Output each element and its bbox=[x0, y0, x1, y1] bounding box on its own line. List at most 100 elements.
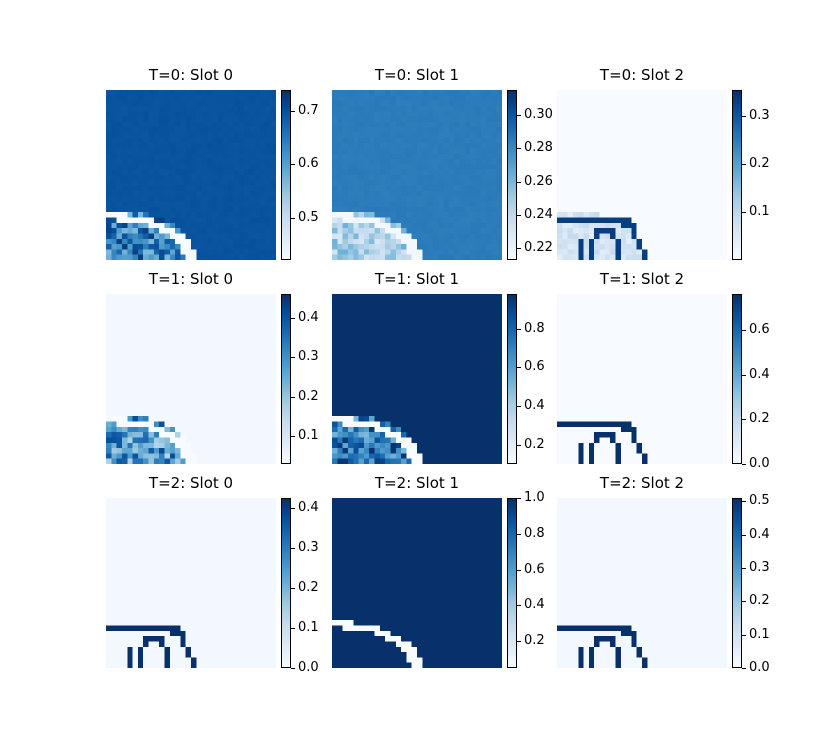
colorbar-tick bbox=[742, 501, 746, 502]
colorbar bbox=[507, 90, 517, 260]
colorbar-tick bbox=[517, 148, 521, 149]
colorbar-tick bbox=[742, 635, 746, 636]
colorbar-tick-label: 0.7 bbox=[298, 103, 319, 118]
colorbar-tick-label: 0.4 bbox=[749, 527, 770, 542]
heatmap-image bbox=[106, 294, 276, 464]
colorbar-tick-label: 0.2 bbox=[298, 389, 319, 404]
colorbar bbox=[281, 294, 291, 464]
colorbar-tick bbox=[742, 212, 746, 213]
colorbar-tick-label: 0.0 bbox=[749, 456, 770, 471]
colorbar-tick-label: 0.1 bbox=[749, 627, 770, 642]
colorbar-tick bbox=[742, 375, 746, 376]
panel-title: T=0: Slot 2 bbox=[599, 66, 685, 84]
heatmap-image bbox=[106, 498, 276, 668]
colorbar bbox=[732, 498, 742, 668]
colorbar-tick-label: 0.24 bbox=[524, 207, 553, 222]
colorbar-tick bbox=[291, 397, 295, 398]
colorbar-tick bbox=[291, 588, 295, 589]
colorbar bbox=[732, 294, 742, 464]
colorbar-tick-label: 0.28 bbox=[524, 140, 553, 155]
panel-title: T=0: Slot 0 bbox=[148, 66, 234, 84]
colorbar-tick bbox=[291, 436, 295, 437]
colorbar-tick-label: 0.1 bbox=[749, 204, 770, 219]
panel-title: T=2: Slot 1 bbox=[374, 474, 460, 492]
colorbar-tick-label: 0.5 bbox=[298, 210, 319, 225]
colorbar-tick bbox=[291, 318, 295, 319]
colorbar-tick-label: 0.3 bbox=[298, 349, 319, 364]
panel-title: T=2: Slot 2 bbox=[599, 474, 685, 492]
colorbar-tick-label: 0.2 bbox=[524, 437, 545, 452]
colorbar-tick-label: 0.4 bbox=[749, 367, 770, 382]
colorbar-tick bbox=[742, 164, 746, 165]
colorbar-tick bbox=[742, 668, 746, 669]
colorbar-tick-label: 1.0 bbox=[524, 490, 545, 505]
colorbar-tick bbox=[517, 115, 521, 116]
heatmap-image bbox=[557, 294, 727, 464]
colorbar-tick-label: 0.30 bbox=[524, 107, 553, 122]
colorbar-tick-label: 0.3 bbox=[298, 540, 319, 555]
colorbar-tick bbox=[291, 508, 295, 509]
colorbar bbox=[281, 90, 291, 260]
colorbar-tick bbox=[291, 111, 295, 112]
heatmap-image bbox=[557, 498, 727, 668]
colorbar-tick bbox=[742, 535, 746, 536]
heatmap-image bbox=[106, 90, 276, 260]
colorbar bbox=[732, 90, 742, 260]
colorbar-tick bbox=[517, 445, 521, 446]
colorbar-tick-label: 0.2 bbox=[524, 633, 545, 648]
colorbar-tick bbox=[742, 601, 746, 602]
colorbar-tick-label: 0.2 bbox=[298, 580, 319, 595]
colorbar-tick bbox=[517, 367, 521, 368]
colorbar-tick-label: 0.6 bbox=[298, 156, 319, 171]
colorbar-tick-label: 0.2 bbox=[749, 411, 770, 426]
colorbar-tick-label: 0.4 bbox=[298, 500, 319, 515]
heatmap-image bbox=[557, 90, 727, 260]
colorbar-tick bbox=[517, 605, 521, 606]
panel-title: T=2: Slot 0 bbox=[148, 474, 234, 492]
colorbar-tick-label: 0.3 bbox=[749, 108, 770, 123]
panel-title: T=0: Slot 1 bbox=[374, 66, 460, 84]
colorbar-tick bbox=[517, 498, 521, 499]
colorbar-tick-label: 0.5 bbox=[749, 493, 770, 508]
colorbar bbox=[507, 498, 517, 668]
colorbar-tick-label: 0.4 bbox=[524, 597, 545, 612]
colorbar bbox=[281, 498, 291, 668]
panel-title: T=1: Slot 1 bbox=[374, 270, 460, 288]
colorbar-tick bbox=[742, 330, 746, 331]
colorbar-tick bbox=[517, 329, 521, 330]
colorbar-tick-label: 0.6 bbox=[749, 322, 770, 337]
colorbar bbox=[507, 294, 517, 464]
colorbar-tick-label: 0.2 bbox=[749, 593, 770, 608]
heatmap-image bbox=[332, 498, 502, 668]
colorbar-tick-label: 0.3 bbox=[749, 560, 770, 575]
colorbar-tick bbox=[517, 641, 521, 642]
colorbar-tick-label: 0.1 bbox=[298, 428, 319, 443]
colorbar-tick bbox=[517, 248, 521, 249]
colorbar-tick bbox=[517, 406, 521, 407]
panel-title: T=1: Slot 2 bbox=[599, 270, 685, 288]
panel-title: T=1: Slot 0 bbox=[148, 270, 234, 288]
colorbar-tick-label: 0.4 bbox=[524, 398, 545, 413]
colorbar-tick-label: 0.8 bbox=[524, 526, 545, 541]
colorbar-tick-label: 0.4 bbox=[298, 310, 319, 325]
colorbar-tick-label: 0.2 bbox=[749, 156, 770, 171]
colorbar-tick bbox=[742, 116, 746, 117]
colorbar-tick-label: 0.0 bbox=[298, 660, 319, 675]
colorbar-tick bbox=[291, 548, 295, 549]
heatmap-image bbox=[332, 90, 502, 260]
colorbar-tick bbox=[742, 464, 746, 465]
heatmap-image bbox=[332, 294, 502, 464]
colorbar-tick-label: 0.8 bbox=[524, 321, 545, 336]
colorbar-tick-label: 0.6 bbox=[524, 359, 545, 374]
colorbar-tick bbox=[291, 628, 295, 629]
colorbar-tick bbox=[291, 164, 295, 165]
colorbar-tick bbox=[517, 570, 521, 571]
colorbar-tick bbox=[742, 419, 746, 420]
colorbar-tick bbox=[291, 218, 295, 219]
colorbar-tick bbox=[517, 182, 521, 183]
colorbar-tick-label: 0.6 bbox=[524, 562, 545, 577]
colorbar-tick-label: 0.26 bbox=[524, 174, 553, 189]
colorbar-tick bbox=[517, 215, 521, 216]
colorbar-tick-label: 0.0 bbox=[749, 660, 770, 675]
